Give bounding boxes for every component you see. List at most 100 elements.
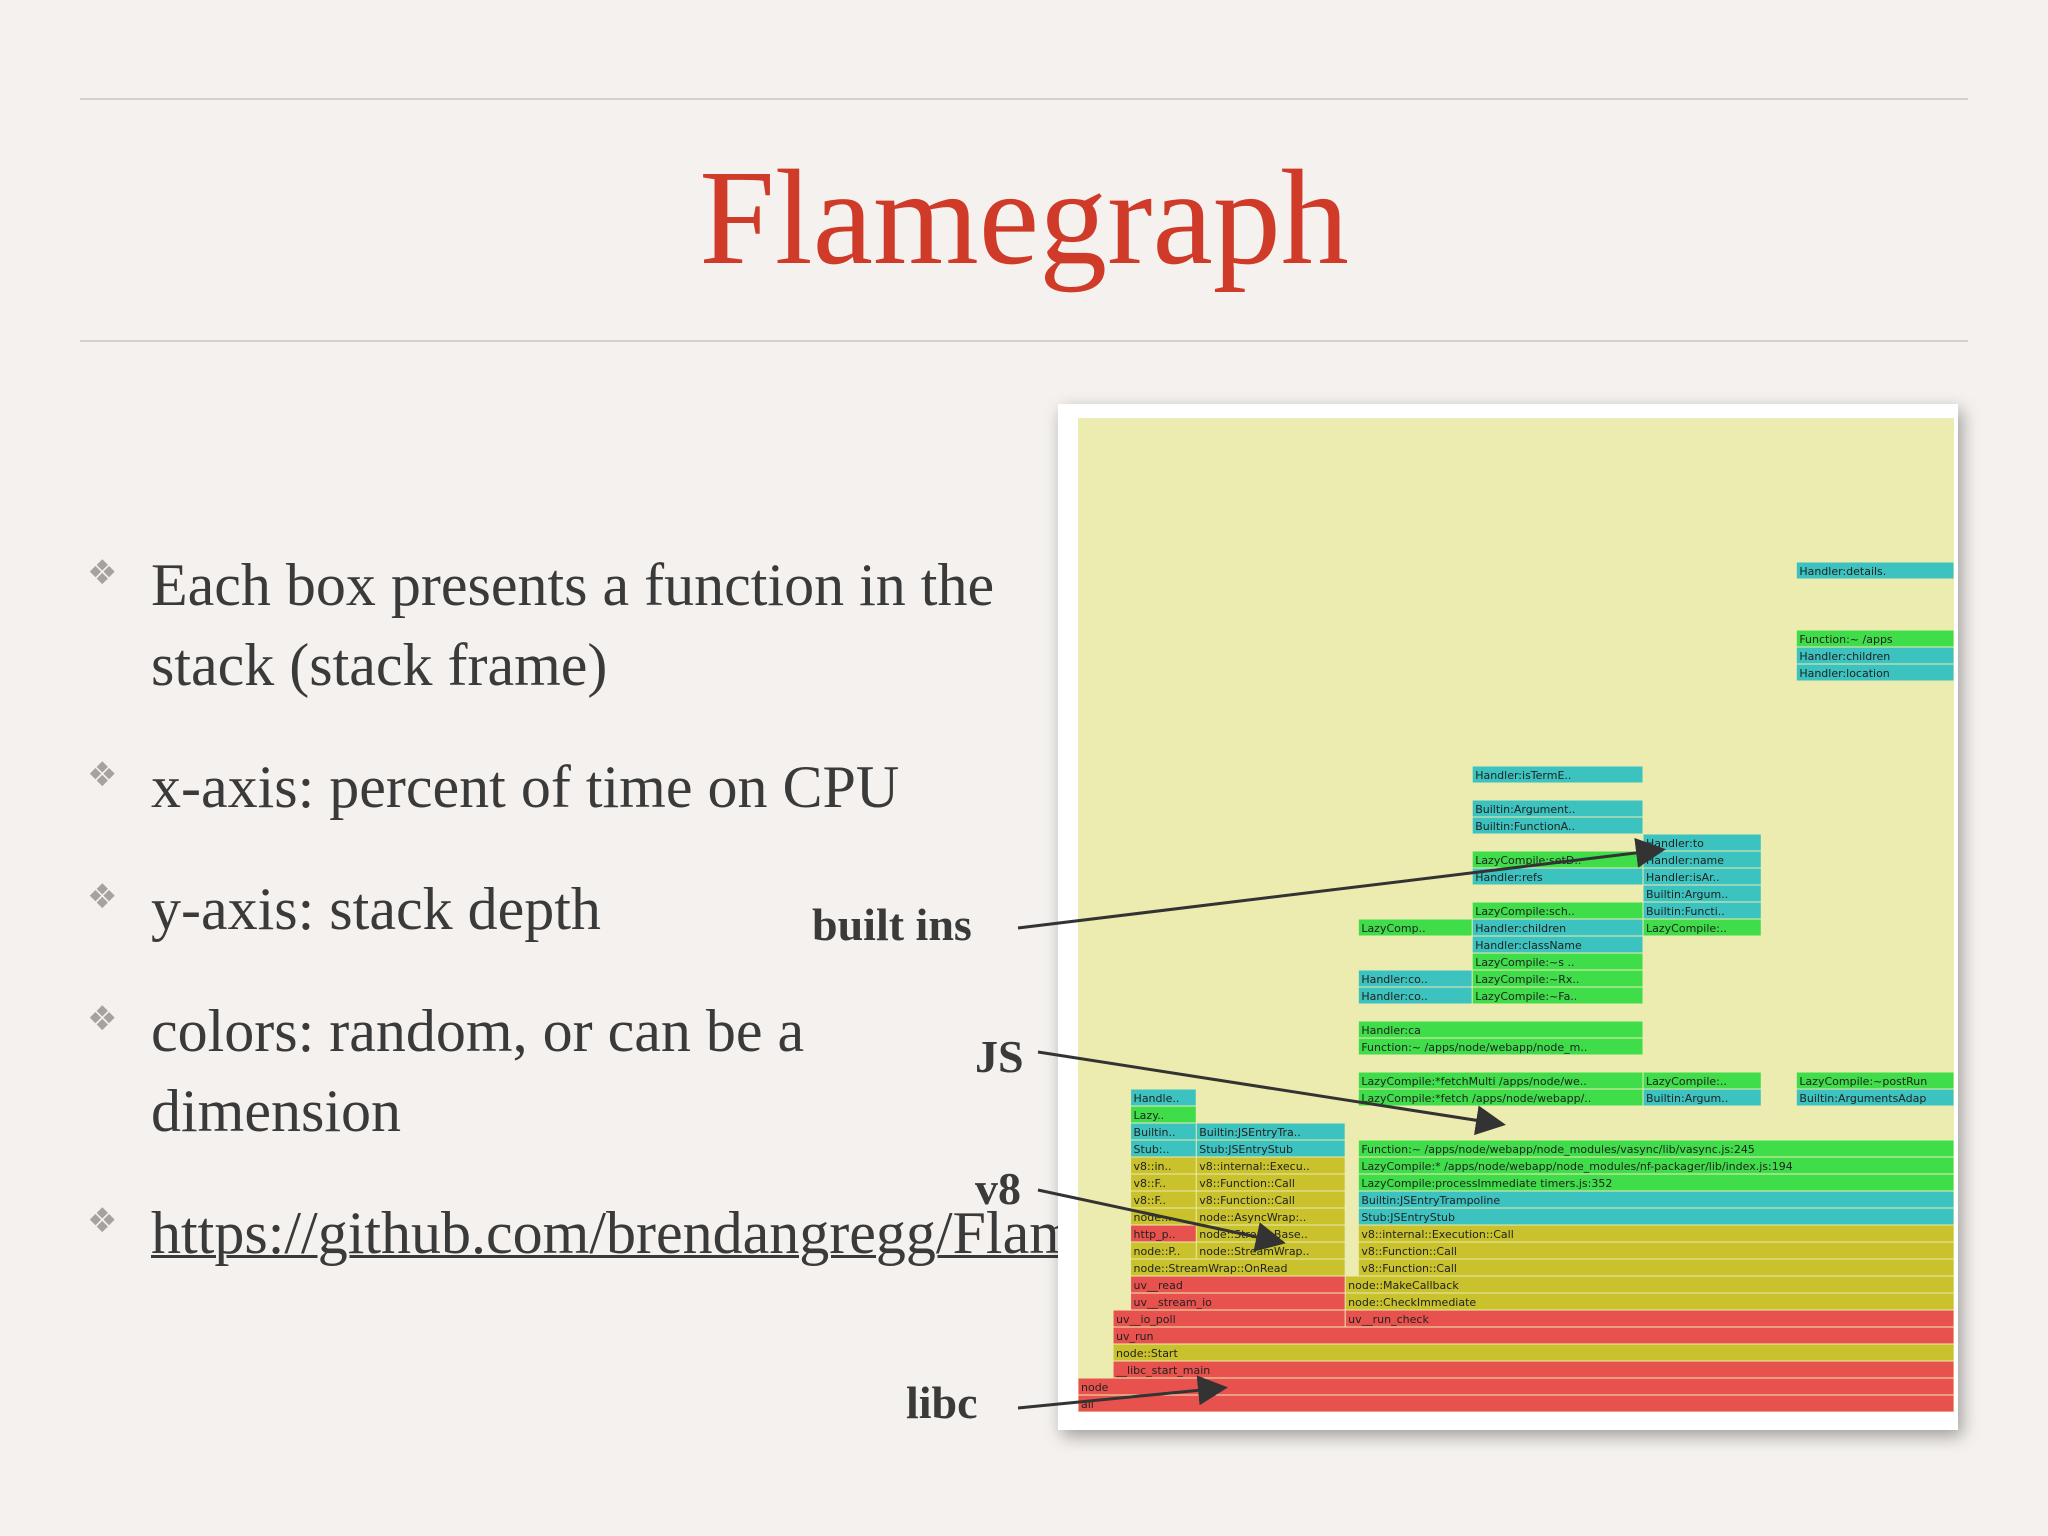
flame-frame: LazyCompile:~Rx..: [1472, 970, 1643, 987]
flame-frame-box: [1358, 1021, 1643, 1038]
flame-frame-label: Handler:name: [1646, 854, 1724, 867]
bullet-item-link: ❖ https://github.com/brendangregg/FlameG…: [85, 1193, 1252, 1273]
flame-frame: node::CheckImmediate: [1345, 1293, 1954, 1310]
flame-frame-box: [1643, 834, 1761, 851]
flame-frame-box: [1131, 1140, 1196, 1157]
flame-frame-box: [1358, 1225, 1954, 1242]
flame-frame-label: Stub:JSEntryStub: [1361, 1211, 1455, 1224]
flame-frame: Handler:details.: [1796, 562, 1954, 579]
flame-frame-label: LazyCompile:sch..: [1475, 905, 1575, 918]
flame-frame-label: LazyCompile:*fetch /apps/node/webapp/..: [1361, 1092, 1591, 1105]
flame-frame: v8::F..: [1131, 1191, 1196, 1208]
flame-frame: Stub:..: [1131, 1140, 1196, 1157]
flame-frame-box: [1131, 1293, 1345, 1310]
flame-frame-box: [1131, 1242, 1196, 1259]
bullet-text: colors: random, or can be a dimension: [151, 998, 805, 1144]
flame-frame-label: v8::in..: [1134, 1160, 1172, 1173]
flame-frame: LazyCompile:*fetchMulti /apps/node/we..: [1358, 1072, 1643, 1089]
flame-frame-label: Builtin:FunctionA..: [1475, 820, 1575, 833]
flame-frame-label: Handler:co..: [1361, 990, 1427, 1003]
flame-frame-label: uv__run_check: [1348, 1313, 1429, 1326]
callout-js: JS: [975, 1031, 1024, 1082]
flame-frame-label: node::P..: [1134, 1245, 1181, 1258]
title-divider: [80, 340, 1968, 342]
flame-frame-label: __libc_start_main: [1115, 1364, 1210, 1377]
flame-frame-box: [1472, 987, 1643, 1004]
flame-frame-label: v8::Function::Call: [1199, 1177, 1295, 1190]
flame-frame-label: node::StreamWrap::OnRead: [1134, 1262, 1288, 1275]
flame-frame-label: LazyCompile:~s ..: [1475, 956, 1574, 969]
bullet-item-x-axis: ❖ x-axis: percent of time on CPU: [85, 747, 1025, 827]
flame-frame-box: [1358, 1191, 1954, 1208]
flame-frame-label: v8::internal::Execution::Call: [1361, 1228, 1513, 1241]
flame-frame: node::Start: [1113, 1344, 1954, 1361]
flame-frame-box: [1643, 868, 1761, 885]
flame-frame-label: v8::Function::Call: [1361, 1245, 1457, 1258]
flame-frame-box: [1358, 1038, 1643, 1055]
flame-frame: node::StreamWrap..: [1196, 1242, 1345, 1259]
flame-frame-label: v8::Function::Call: [1361, 1262, 1457, 1275]
flame-frame-label: Handler:children: [1475, 922, 1566, 935]
flame-frame-label: Builtin:Argum..: [1646, 888, 1728, 901]
bullet-text: x-axis: percent of time on CPU: [151, 754, 900, 820]
flame-frame-box: [1196, 1123, 1345, 1140]
flame-frame: uv_run: [1113, 1327, 1954, 1344]
bullet-item-y-axis: ❖ y-axis: stack depth: [85, 869, 1025, 949]
flame-frame: LazyCompile:..: [1643, 919, 1761, 936]
flame-frame-label: Builtin:JSEntryTra..: [1199, 1126, 1301, 1139]
flame-frame: Handle..: [1131, 1089, 1196, 1106]
flame-frame: node::MakeCallback: [1345, 1276, 1954, 1293]
flame-frame-box: [1113, 1361, 1954, 1378]
flame-frame-box: [1131, 1174, 1196, 1191]
flame-frame: Builtin:JSEntryTra..: [1196, 1123, 1345, 1140]
flame-frame: Builtin:Argum..: [1643, 885, 1761, 902]
flame-frame-box: [1196, 1174, 1345, 1191]
flame-frame-label: uv_run: [1116, 1330, 1153, 1343]
slide-title: Flamegraph: [699, 143, 1349, 293]
flame-frame: uv__stream_io: [1131, 1293, 1345, 1310]
flame-frame-label: LazyCompile:* /apps/node/webapp/node_mod…: [1361, 1160, 1792, 1173]
flame-frame: Handler:isAr..: [1643, 868, 1761, 885]
flame-frame: Handler:name: [1643, 851, 1761, 868]
flame-frame-box: [1472, 817, 1643, 834]
bullet-item-stack-frame: ❖ Each box presents a function in the st…: [85, 545, 1025, 705]
flame-frame: v8::Function::Call: [1196, 1191, 1345, 1208]
flame-frame: Lazy..: [1131, 1106, 1196, 1123]
flame-frame-label: Builtin:JSEntryTrampoline: [1361, 1194, 1500, 1207]
flame-frame: node::StreamBase..: [1196, 1225, 1345, 1242]
flame-frame-label: uv__stream_io: [1134, 1296, 1213, 1309]
flame-frame-label: node::MakeCallback: [1348, 1279, 1459, 1292]
flame-frame-box: [1131, 1259, 1345, 1276]
bullet-diamond-icon: ❖: [87, 1201, 118, 1241]
flame-frame: Function:~ /apps: [1796, 630, 1954, 647]
flame-frame-label: Builtin:Argum..: [1646, 1092, 1728, 1105]
flame-frame-box: [1472, 800, 1643, 817]
flame-frame: Stub:JSEntryStub: [1358, 1208, 1954, 1225]
callout-built-ins: built ins: [812, 899, 972, 950]
flame-frame: Handler:children: [1796, 647, 1954, 664]
flame-frame-box: [1113, 1310, 1345, 1327]
flame-frame: node::AsyncWrap:..: [1196, 1208, 1345, 1225]
flame-frame-label: Handler:details.: [1799, 565, 1886, 578]
flame-frame-label: Builtin..: [1134, 1126, 1176, 1139]
flame-frame-label: LazyCompile:setD..: [1475, 854, 1581, 867]
flame-frame-label: Stub:JSEntryStub: [1199, 1143, 1293, 1156]
flame-frame: Handler:co..: [1358, 970, 1472, 987]
flame-frame: Builtin..: [1131, 1123, 1196, 1140]
flame-frame-box: [1796, 1072, 1954, 1089]
flame-frame: node::P..: [1131, 1242, 1196, 1259]
flame-frame: v8::in..: [1131, 1157, 1196, 1174]
flame-frame-box: [1643, 885, 1761, 902]
flame-frame-box: [1345, 1310, 1954, 1327]
flame-frame: Handler:isTermE..: [1472, 766, 1643, 783]
flame-frame-box: [1358, 1242, 1954, 1259]
flame-frame-label: Function:~ /apps/node/webapp/node_m..: [1361, 1041, 1587, 1054]
flame-frame: node::StreamWrap::OnRead: [1131, 1259, 1345, 1276]
flame-frame-label: node:..: [1134, 1211, 1172, 1224]
flame-frame: node: [1078, 1378, 1954, 1395]
flame-frame-box: [1796, 630, 1954, 647]
bullet-diamond-icon: ❖: [87, 553, 118, 593]
flame-frame-label: Handler:location: [1799, 667, 1889, 680]
flame-frame: v8::Function::Call: [1358, 1259, 1954, 1276]
flame-frame-label: uv__read: [1134, 1279, 1183, 1292]
